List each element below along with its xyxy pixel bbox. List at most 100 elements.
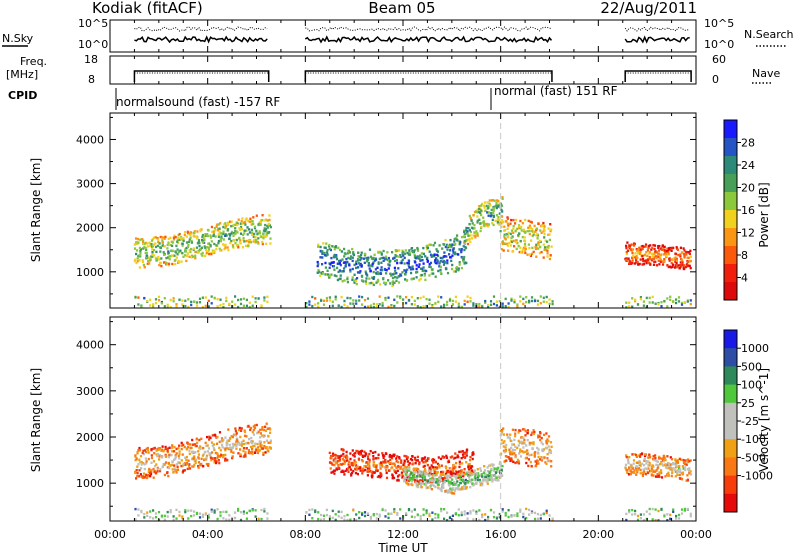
echo-cell bbox=[161, 445, 164, 448]
echo-cell bbox=[201, 233, 205, 237]
echo-cell bbox=[453, 240, 456, 243]
echo-cell bbox=[507, 235, 510, 239]
echo-cell bbox=[171, 450, 174, 453]
echo-cell bbox=[519, 510, 522, 513]
echo-cell bbox=[339, 277, 342, 280]
echo-cell bbox=[469, 486, 472, 489]
echo-cell bbox=[475, 230, 478, 233]
echo-cell bbox=[385, 257, 388, 261]
echo-cell bbox=[231, 224, 234, 227]
echo-cell bbox=[243, 229, 246, 232]
echo-cell bbox=[674, 466, 678, 469]
echo-cell bbox=[504, 446, 507, 449]
echo-cell bbox=[388, 264, 391, 267]
echo-cell bbox=[528, 301, 531, 304]
echo-cell bbox=[487, 205, 490, 208]
echo-cell bbox=[265, 439, 269, 442]
echo-cell bbox=[188, 452, 191, 455]
echo-cell bbox=[641, 462, 644, 465]
echo-cell bbox=[458, 460, 461, 463]
echo-cell bbox=[687, 469, 691, 472]
echo-cell bbox=[546, 245, 549, 249]
echo-cell bbox=[522, 436, 525, 440]
echo-cell bbox=[430, 483, 433, 486]
echo-cell bbox=[188, 238, 191, 241]
echo-cell bbox=[669, 295, 672, 298]
echo-cell bbox=[158, 263, 161, 267]
echo-cell bbox=[551, 300, 554, 303]
echo-cell bbox=[422, 457, 425, 460]
echo-cell bbox=[413, 253, 416, 257]
echo-cell bbox=[213, 296, 216, 300]
echo-cell bbox=[639, 517, 642, 520]
echo-cell bbox=[173, 467, 176, 470]
echo-cell bbox=[215, 460, 218, 463]
echo-cell bbox=[189, 250, 192, 254]
echo-cell bbox=[419, 515, 422, 518]
echo-cell bbox=[175, 452, 178, 455]
echo-cell bbox=[648, 453, 651, 457]
echo-cell bbox=[506, 433, 509, 436]
echo-cell bbox=[475, 303, 478, 306]
echo-cell bbox=[143, 463, 146, 466]
echo-cell bbox=[249, 426, 252, 430]
echo-cell bbox=[254, 515, 257, 518]
echo-cell bbox=[505, 459, 508, 462]
echo-cell bbox=[471, 222, 474, 225]
echo-cell bbox=[247, 424, 250, 428]
echo-cell bbox=[207, 464, 210, 467]
echo-cell bbox=[645, 251, 648, 254]
echo-cell bbox=[188, 449, 191, 452]
colorbar-segment bbox=[724, 384, 737, 404]
echo-cell bbox=[486, 211, 489, 214]
echo-cell bbox=[255, 423, 258, 427]
echo-cell bbox=[406, 268, 409, 271]
echo-cell bbox=[484, 478, 487, 481]
echo-cell bbox=[239, 454, 242, 458]
echo-cell bbox=[262, 451, 265, 455]
echo-cell bbox=[661, 457, 664, 461]
echo-cell bbox=[266, 224, 269, 228]
echo-cell bbox=[206, 234, 210, 238]
echo-cell bbox=[189, 247, 193, 251]
echo-cell bbox=[457, 302, 460, 305]
echo-cell bbox=[381, 465, 384, 468]
echo-cell bbox=[489, 303, 493, 306]
echo-cell bbox=[144, 457, 147, 460]
echo-cell bbox=[624, 463, 628, 467]
y-tick-label: 4000 bbox=[76, 133, 104, 146]
echo-cell bbox=[638, 467, 641, 470]
echo-cell bbox=[506, 222, 509, 225]
echo-cell bbox=[333, 248, 336, 251]
echo-cell bbox=[256, 233, 259, 236]
echo-cell bbox=[426, 246, 429, 250]
echo-cell bbox=[648, 252, 651, 255]
echo-cell bbox=[392, 476, 396, 480]
echo-cell bbox=[499, 471, 503, 475]
echo-cell bbox=[245, 442, 248, 445]
echo-cell bbox=[630, 262, 633, 265]
echo-cell bbox=[688, 252, 691, 256]
echo-cell bbox=[446, 300, 449, 304]
echo-cell bbox=[436, 483, 440, 486]
echo-cell bbox=[178, 450, 181, 453]
echo-cell bbox=[434, 302, 437, 305]
echo-cell bbox=[638, 462, 641, 466]
echo-cell bbox=[340, 270, 343, 273]
echo-cell bbox=[675, 257, 678, 261]
echo-cell bbox=[176, 248, 179, 251]
echo-cell bbox=[372, 256, 375, 260]
echo-cell bbox=[463, 255, 466, 259]
echo-cell bbox=[248, 241, 251, 244]
echo-cell bbox=[534, 230, 537, 233]
echo-cell bbox=[550, 228, 553, 231]
echo-cell bbox=[252, 425, 255, 428]
echo-cell bbox=[337, 510, 340, 513]
echo-cell bbox=[624, 467, 627, 470]
echo-cell bbox=[674, 475, 677, 478]
echo-cell bbox=[462, 481, 465, 484]
echo-cell bbox=[255, 238, 258, 242]
echo-cell bbox=[472, 509, 475, 512]
echo-cell bbox=[265, 228, 268, 231]
echo-cell bbox=[654, 260, 657, 263]
